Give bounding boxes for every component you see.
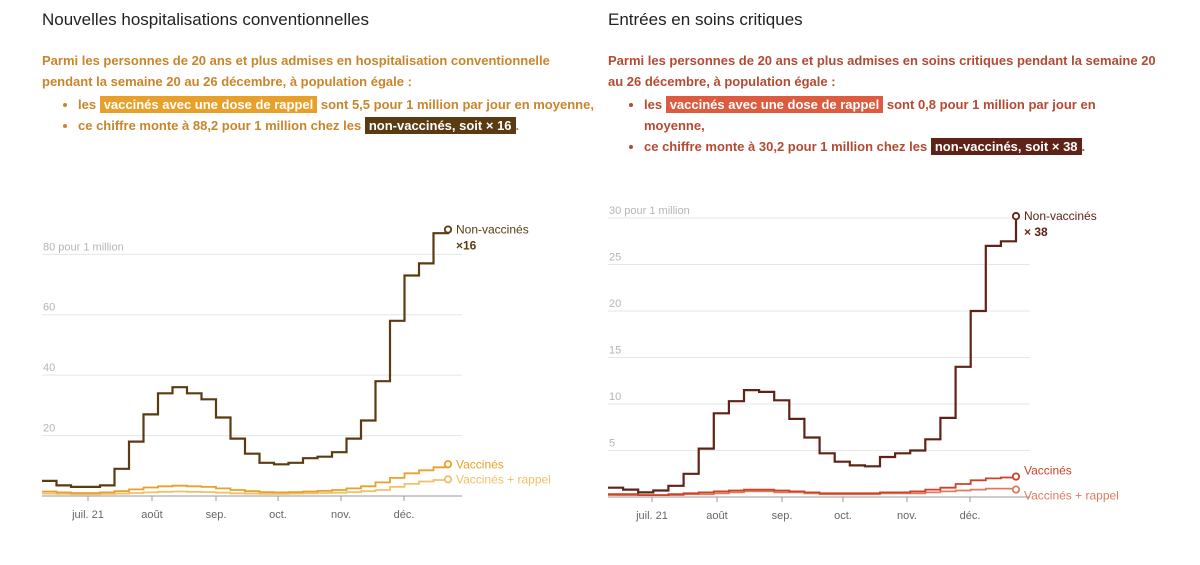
panel-hospitalisations: Nouvelles hospitalisations conventionnel… [0,0,600,565]
panel-title: Nouvelles hospitalisations conventionnel… [42,10,369,29]
series-line [608,476,1017,496]
y-tick-label: 40 [43,362,55,374]
y-tick-label: 60 [43,302,55,314]
bullet-unvaccinated: ce chiffre monte à 88,2 pour 1 million c… [78,115,602,136]
series-end-marker [1011,485,1021,494]
bullet-text: les [78,97,97,112]
panel-title: Entrées en soins critiques [608,10,803,29]
series-end-marker [443,475,453,484]
series-line [42,229,450,488]
series-label: Vaccinés + rappel [1024,489,1119,503]
bullet-text: sont 0,8 pour 1 million par jour en moye… [644,97,1096,133]
series-annotation: ×16 [456,239,477,253]
bullet-booster: les vaccinés avec une dose de rappel son… [78,94,602,115]
series-end-marker [443,225,453,234]
bullet-booster: les vaccinés avec une dose de rappel son… [644,94,1158,136]
intro-text: Parmi les personnes de 20 ans et plus ad… [42,53,550,89]
x-tick-label: nov. [331,509,351,521]
chart-hospitalisations: 20 40 60 80 pour 1 million juil. 21 août sep. o… [42,223,551,521]
y-tick-label: 30 pour 1 million [609,205,690,217]
highlight-unvaccinated: non-vaccinés, soit × 38 [930,138,1082,155]
bullet-text: ce chiffre monte à 30,2 pour 1 million c… [644,139,928,154]
bullet-unvaccinated: ce chiffre monte à 30,2 pour 1 million c… [644,136,1158,157]
series-line [42,464,449,494]
highlight-booster: vaccinés avec une dose de rappel [665,96,884,113]
y-tick-label: 20 [43,423,55,435]
series-label: Vaccinés + rappel [456,472,551,486]
series-label: Non-vaccinés [1024,209,1097,223]
panel-soins-critiques: Entrées en soins critiques Parmi les per… [600,0,1200,565]
x-tick-label: juil. 21 [71,509,104,521]
series-annotation: × 38 [1024,225,1048,239]
y-tick-label: 15 [609,345,621,357]
series-end-marker [1011,472,1021,481]
y-tick-label: 5 [609,438,615,450]
x-tick-label: nov. [897,510,917,522]
y-tick-label: 20 [609,298,621,310]
bullet-text: . [1081,139,1086,154]
series-end-marker [1011,212,1021,221]
bullet-text: . [515,118,520,133]
x-tick-label: oct. [269,509,287,521]
y-tick-label: 80 pour 1 million [43,241,124,253]
bullet-text: les [644,97,663,112]
highlight-unvaccinated: non-vaccinés, soit × 16 [364,117,516,134]
panel-intro: Parmi les personnes de 20 ans et plus ad… [608,50,1158,157]
x-tick-label: sep. [772,510,793,522]
series-end-marker [443,460,453,469]
bullet-text: sont 5,5 pour 1 million par jour en moye… [320,97,594,112]
series-line [42,479,449,496]
series-label: Non-vaccinés [456,223,529,237]
chart-soins-critiques: 5 10 15 20 25 30 pour 1 million juil. 21 août se… [608,205,1119,522]
y-tick-label: 25 [609,252,621,264]
series-label: Vaccinés [456,457,504,471]
highlight-booster: vaccinés avec une dose de rappel [99,96,318,113]
intro-text: Parmi les personnes de 20 ans et plus ad… [608,53,1156,89]
x-tick-label: déc. [960,510,981,522]
x-tick-label: août [706,510,727,522]
series-line [608,216,1018,494]
x-tick-label: août [141,509,162,521]
bullet-text: ce chiffre monte à 88,2 pour 1 million c… [78,118,362,133]
x-tick-label: oct. [834,510,852,522]
x-tick-label: déc. [394,509,415,521]
panel-intro: Parmi les personnes de 20 ans et plus ad… [42,50,602,136]
x-tick-label: sep. [206,509,227,521]
y-tick-label: 10 [609,391,621,403]
x-tick-label: juil. 21 [635,510,668,522]
series-label: Vaccinés [1024,464,1072,478]
